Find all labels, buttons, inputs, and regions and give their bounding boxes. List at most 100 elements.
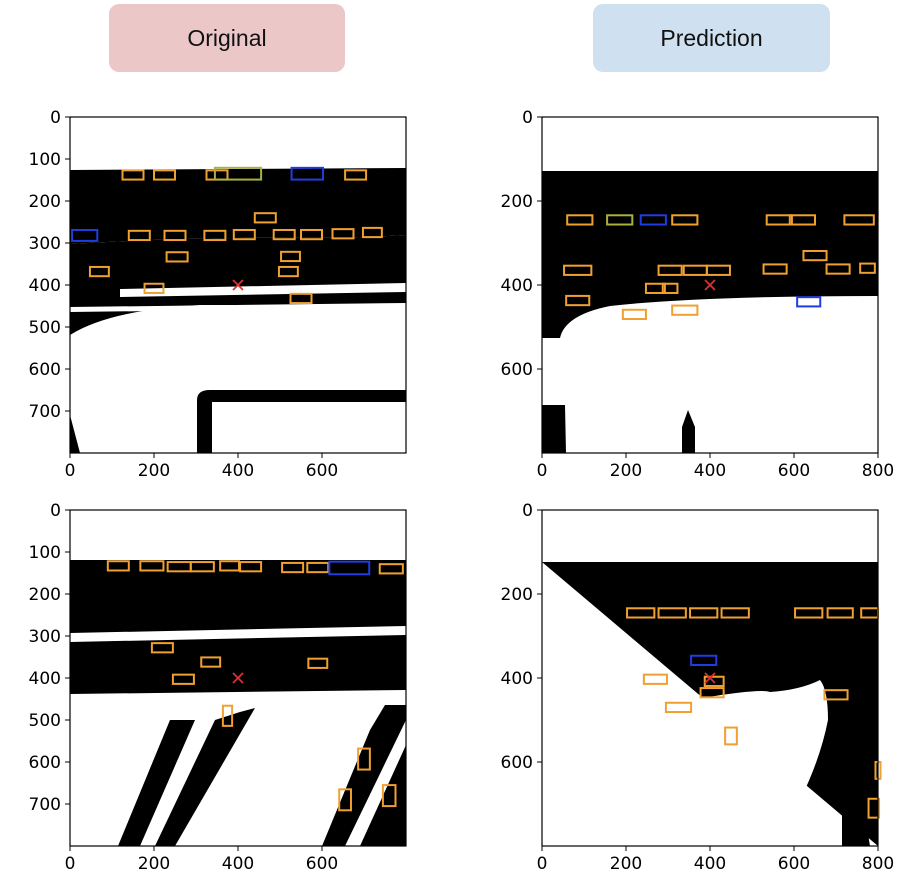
y-tick-label: 600 — [29, 360, 61, 380]
ego-marker — [704, 279, 716, 291]
y-tick-label: 100 — [29, 543, 61, 563]
bbox-orange — [153, 169, 176, 181]
ego-marker-stroke — [704, 279, 716, 291]
bbox-orange — [724, 726, 738, 746]
bbox-orange — [826, 607, 854, 619]
bbox-orange — [705, 264, 731, 276]
ego-marker — [232, 672, 244, 684]
y-tick-label: 500 — [29, 711, 61, 731]
ego-marker — [704, 672, 716, 684]
bbox-olive — [213, 166, 263, 181]
x-tick-label: 0 — [65, 461, 76, 481]
bbox-orange — [859, 262, 876, 274]
bbox-orange — [272, 228, 296, 241]
bbox-olive — [606, 214, 634, 226]
bbox-orange — [277, 265, 299, 278]
bbox-orange — [565, 294, 591, 307]
bbox-orange — [788, 214, 816, 226]
y-tick-label: 0 — [522, 501, 533, 521]
y-tick-label: 200 — [501, 192, 533, 212]
bbox-orange — [762, 263, 788, 275]
road-mask-prediction-top — [542, 117, 878, 453]
bbox-orange — [106, 560, 130, 572]
y-tick-label: 200 — [29, 585, 61, 605]
bbox-orange — [165, 251, 189, 263]
x-tick-label: 0 — [537, 854, 548, 874]
bbox-orange — [127, 229, 151, 242]
bbox-orange — [843, 214, 875, 226]
bbox-orange — [378, 563, 404, 575]
panel-original-top: 0 200 400 600 0 100 200 300 400 500 600 700 — [29, 108, 407, 481]
y-tick-label: 0 — [50, 108, 61, 128]
y-tick-label: 600 — [29, 753, 61, 773]
x-tick-label: 400 — [222, 854, 254, 874]
bbox-orange — [306, 561, 330, 574]
bbox-orange — [703, 675, 725, 687]
x-tick-label: 800 — [862, 461, 894, 481]
x-tick-label: 600 — [778, 461, 810, 481]
bbox-orange — [642, 673, 668, 685]
bbox-orange — [163, 229, 187, 242]
x-tick-label: 800 — [862, 854, 894, 874]
panel-prediction-top: 0 200 400 600 800 0 200 400 600 — [501, 108, 895, 481]
bbox-orange — [171, 673, 195, 685]
bbox-orange — [357, 747, 371, 771]
bbox-orange — [644, 282, 666, 294]
bbox-orange — [657, 607, 687, 619]
bbox-orange — [361, 226, 383, 239]
bbox-blue — [796, 296, 822, 308]
bbox-orange — [671, 304, 699, 316]
y-tick-label: 200 — [501, 585, 533, 605]
x-tick-label: 0 — [65, 854, 76, 874]
y-tick-label: 400 — [501, 276, 533, 296]
bbox-orange — [280, 250, 301, 263]
ego-marker — [232, 279, 244, 291]
y-tick-label: 500 — [29, 318, 61, 338]
x-tick-label: 200 — [138, 854, 170, 874]
bbox-orange — [221, 704, 234, 727]
bbox-orange — [200, 656, 222, 668]
bbox-orange — [239, 561, 263, 573]
ego-marker-stroke — [704, 672, 716, 684]
bbox-orange — [203, 229, 227, 242]
bbox-orange — [331, 228, 355, 240]
bbox-orange — [626, 607, 656, 619]
bbox-orange — [344, 169, 368, 181]
bbox-orange — [121, 169, 145, 181]
bbox-orange — [825, 263, 851, 275]
bbox-orange — [621, 308, 647, 321]
y-tick-label: 300 — [29, 234, 61, 254]
bbox-orange — [664, 701, 693, 714]
bbox-orange — [143, 282, 165, 294]
bbox-orange — [794, 607, 824, 619]
header-original: Original — [109, 4, 345, 72]
bbox-orange — [689, 607, 719, 619]
bbox-orange — [867, 797, 881, 819]
x-tick-label: 400 — [694, 461, 726, 481]
bbox-orange — [281, 561, 305, 574]
y-tick-label: 400 — [29, 276, 61, 296]
bbox-orange — [219, 560, 241, 572]
y-tick-label: 100 — [29, 150, 61, 170]
y-tick-label: 0 — [522, 108, 533, 128]
bbox-orange — [289, 292, 313, 305]
bbox-orange — [657, 264, 683, 276]
bbox-orange — [381, 784, 397, 808]
bbox-orange — [139, 560, 165, 572]
y-tick-label: 400 — [29, 669, 61, 689]
header-prediction: Prediction — [593, 4, 830, 72]
x-tick-label: 400 — [222, 461, 254, 481]
bbox-orange — [150, 642, 174, 654]
bbox-orange — [563, 264, 593, 276]
x-tick-label: 200 — [610, 854, 642, 874]
ego-marker-stroke — [232, 672, 244, 684]
ego-marker-stroke — [232, 279, 244, 291]
bbox-orange — [671, 214, 699, 226]
panel-prediction-bottom: 0 200 400 600 800 0 200 400 600 — [501, 501, 895, 874]
y-tick-label: 700 — [29, 402, 61, 422]
x-tick-label: 600 — [778, 854, 810, 874]
bbox-orange — [88, 265, 110, 278]
y-tick-label: 600 — [501, 360, 533, 380]
y-tick-label: 400 — [501, 669, 533, 689]
